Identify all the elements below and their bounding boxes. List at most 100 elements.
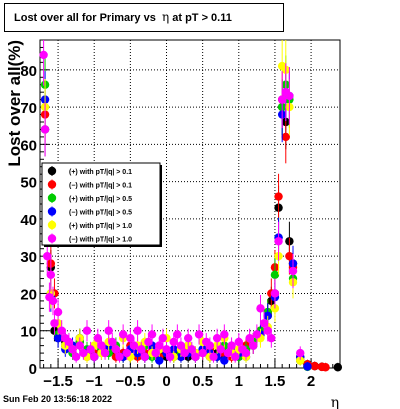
data-point [68,345,77,354]
data-point [296,356,305,365]
data-point [245,333,254,343]
data-point [82,326,92,335]
data-point [183,333,193,343]
data-point [267,333,276,343]
data-point [108,337,117,347]
data-point [234,337,243,347]
data-point [303,362,312,371]
data-point [198,348,207,358]
y-axis-label: Lost over all(%) [5,40,24,167]
data-point [104,326,113,335]
data-point [187,345,197,354]
data-point [277,95,287,104]
x-tick-label: 0 [162,373,170,390]
data-point [144,337,153,347]
title-eta-symbol: η [161,10,170,24]
x-tick-label: 0.5 [192,373,213,390]
data-point [285,91,294,101]
x-tick-label: 1.5 [265,373,286,390]
x-tick-label: −1 [86,373,103,390]
legend-marker [47,207,57,216]
legend-item: (−) with pT/|q| > 0.1 [47,179,132,190]
y-tick-label: 40 [20,212,37,229]
legend-label: (+) with pT/|q| > 0.1 [69,169,132,176]
data-point [50,319,59,328]
y-tick-label: 0 [29,361,37,378]
data-point [296,348,305,358]
legend-label: (+) with pT/|q| > 0.5 [69,196,132,203]
data-point [147,330,157,339]
data-point [209,352,218,362]
y-tick-label: 10 [20,324,37,341]
legend-label: (+) with pT/|q| > 1.0 [69,223,132,230]
x-tick-label: −0.5 [116,373,146,390]
chart-title: Lost over all for Primary vs η at pT > 0… [4,3,284,32]
legend-item: (+) with pT/|q| > 0.5 [47,193,132,203]
x-tick-label: 1 [235,373,243,390]
timestamp: Sun Feb 20 13:56:18 2022 [3,394,113,404]
data-point [270,270,280,280]
data-point [64,337,74,347]
data-point [86,345,95,354]
data-point [333,363,343,372]
x-axis-label: η [331,395,339,409]
legend-marker [47,220,57,230]
legend-item: (−) with pT/|q| > 0.5 [47,206,132,217]
data-point [310,361,319,371]
data-point [263,311,272,321]
data-point [57,326,66,335]
title-suffix: at pT > 0.11 [172,12,232,24]
data-point [111,345,121,354]
legend-marker [47,234,57,243]
legend-item: (−) with pT/|q| > 1.0 [47,233,132,244]
data-point [270,289,280,298]
data-point [169,337,178,347]
data-point [48,296,58,306]
data-point [90,352,99,362]
data-point [191,352,200,362]
data-point [71,352,81,362]
data-point [118,330,128,339]
data-point [263,326,272,335]
data-point [212,333,222,343]
data-point [155,356,164,365]
data-point [176,341,186,350]
data-point [158,333,168,343]
data-point [126,333,135,343]
legend: (+) with pT/|q| > 0.1 (−) with pT/|q| > 0… [41,162,162,247]
y-tick-label: 70 [20,100,37,117]
data-point [122,348,131,358]
y-tick-label: 60 [20,137,37,154]
legend-label: (−) with pT/|q| > 1.0 [69,237,132,244]
data-point [165,352,175,362]
legend-box [41,162,161,246]
data-point [249,341,258,350]
data-point [100,348,110,358]
data-point [194,330,204,339]
data-point [220,356,229,365]
data-point [53,333,63,343]
y-tick-label: 80 [20,63,37,80]
data-point [288,266,298,276]
legend-marker [47,180,57,189]
series-5 [39,40,305,363]
data-point [155,341,164,350]
data-point [140,352,150,362]
data-point [129,341,139,350]
data-point [205,341,215,350]
data-point [220,330,229,339]
x-tick-label: −1.5 [43,373,73,390]
data-point [321,363,330,372]
data-point [216,345,225,354]
legend-label: (−) with pT/|q| > 0.5 [69,210,132,217]
y-tick-label: 50 [20,175,37,192]
data-point [43,251,52,261]
data-point [227,341,236,350]
data-point [230,352,240,362]
data-point [162,345,171,354]
data-point [137,345,146,354]
x-tick-label: 2 [307,373,315,390]
data-point [241,348,251,358]
data-point [151,348,160,358]
